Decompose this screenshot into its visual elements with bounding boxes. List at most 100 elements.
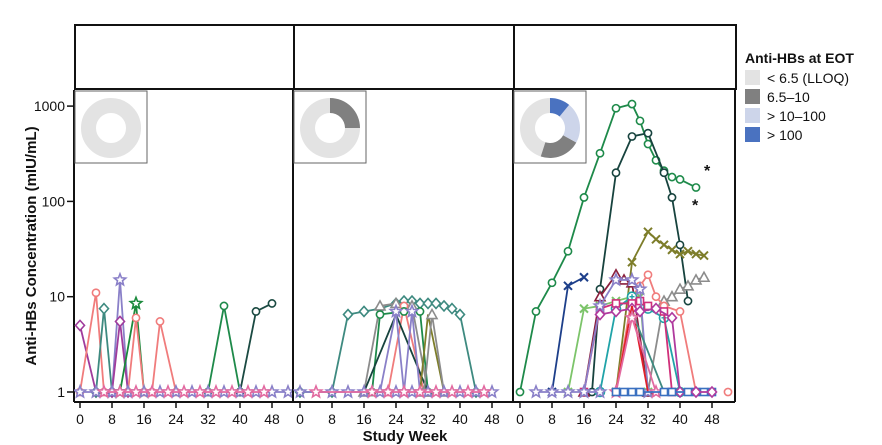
data-point-star bbox=[544, 383, 560, 399]
data-series bbox=[690, 385, 718, 399]
data-point-star bbox=[624, 309, 640, 325]
x-axis-label: Study Week bbox=[363, 428, 448, 445]
panel-2: 0 8 16 24 32 40 48 bbox=[293, 90, 514, 427]
series-line bbox=[300, 300, 477, 393]
data-point-x bbox=[627, 257, 637, 267]
x-tick-label: 40 bbox=[232, 411, 248, 427]
data-point-square bbox=[627, 387, 637, 397]
data-point-x bbox=[563, 281, 573, 291]
data-point-triangle bbox=[673, 282, 687, 294]
data-point-diamond bbox=[594, 308, 606, 321]
data-point-star bbox=[176, 383, 192, 399]
data-point-x bbox=[651, 234, 661, 245]
data-point-circle bbox=[611, 103, 621, 113]
series-line bbox=[583, 279, 649, 393]
data-point-star bbox=[192, 383, 208, 399]
data-point-triangle bbox=[665, 290, 679, 302]
data-point-square bbox=[619, 387, 629, 397]
data-point-diamond bbox=[438, 299, 450, 313]
data-point-circle bbox=[531, 307, 541, 316]
data-series bbox=[723, 387, 733, 397]
data-point-star bbox=[293, 383, 308, 399]
legend-swatch bbox=[745, 108, 760, 123]
data-point-circle bbox=[627, 99, 637, 109]
data-point-x bbox=[667, 245, 677, 255]
data-point-circle bbox=[723, 387, 733, 397]
panel-1: 0 8 16 24 32 40 48 bbox=[74, 90, 294, 427]
data-point-circle bbox=[683, 296, 693, 306]
panel-subtitle: 20 Weeks bbox=[370, 57, 438, 74]
data-point-circle bbox=[659, 168, 669, 178]
data-point-star bbox=[112, 271, 128, 287]
data-point-star bbox=[208, 383, 224, 399]
donut-segment bbox=[300, 98, 360, 158]
data-point-diamond bbox=[706, 385, 718, 399]
legend-item: < 6.5 (LLOQ) bbox=[745, 68, 854, 87]
data-point-star bbox=[224, 383, 240, 399]
data-point-diamond bbox=[690, 385, 702, 399]
data-point-x bbox=[579, 303, 589, 314]
data-point-star bbox=[388, 303, 404, 319]
data-point-star bbox=[528, 383, 544, 399]
data-point-star bbox=[128, 383, 144, 399]
data-point-square bbox=[611, 387, 621, 397]
data-series bbox=[147, 317, 181, 397]
x-tick-label: 24 bbox=[168, 411, 184, 427]
data-point-star bbox=[128, 295, 144, 311]
data-point-x bbox=[675, 249, 685, 259]
data-series bbox=[372, 303, 428, 399]
x-tick-label: 16 bbox=[356, 411, 372, 427]
panel-subtitle: 24 Weeks bbox=[151, 59, 218, 76]
legend-swatch bbox=[745, 89, 760, 104]
data-point-x bbox=[659, 240, 669, 250]
data-point-circle bbox=[155, 317, 165, 326]
data-series bbox=[96, 383, 272, 399]
x-tick-label: 8 bbox=[328, 411, 336, 427]
x-tick-label: 40 bbox=[452, 411, 468, 427]
legend-swatch bbox=[745, 70, 760, 85]
data-point-circle bbox=[667, 172, 677, 182]
data-point-star bbox=[96, 383, 112, 399]
series-line bbox=[207, 305, 241, 393]
data-point-circle bbox=[667, 193, 677, 202]
data-point-circle bbox=[675, 240, 685, 250]
data-point-star bbox=[404, 303, 420, 319]
legend-item: 6.5–10 bbox=[745, 87, 854, 106]
x-tick-label: 16 bbox=[576, 411, 592, 427]
x-tick-label: 8 bbox=[108, 411, 116, 427]
data-point-square bbox=[643, 301, 653, 311]
data-point-circle bbox=[635, 116, 645, 126]
series-line bbox=[239, 302, 273, 393]
data-series bbox=[235, 299, 277, 397]
donut-segment bbox=[540, 135, 577, 158]
data-series bbox=[294, 294, 482, 399]
panel-title-line2: + PEG-IFNα bbox=[580, 48, 670, 66]
x-tick-label: 48 bbox=[704, 411, 720, 427]
data-point-star bbox=[308, 383, 324, 399]
x-tick-label: 40 bbox=[672, 411, 688, 427]
data-point-diamond bbox=[422, 297, 434, 310]
data-point-star bbox=[256, 383, 272, 399]
data-point-diamond bbox=[666, 311, 678, 325]
y-tick-label: 100 bbox=[42, 193, 66, 209]
data-point-diamond bbox=[358, 305, 370, 318]
data-point-diamond bbox=[446, 302, 458, 315]
data-point-triangle bbox=[697, 270, 711, 283]
data-point-square bbox=[659, 387, 669, 397]
data-series bbox=[528, 383, 608, 399]
data-point-star bbox=[160, 383, 176, 399]
x-tick-label: 24 bbox=[388, 411, 404, 427]
y-axis-label: Anti-HBs Concentration (mIU/mL) bbox=[23, 126, 40, 365]
data-point-circle bbox=[375, 310, 385, 319]
x-tick-label: 0 bbox=[516, 411, 524, 427]
donut-segment bbox=[81, 98, 141, 158]
data-point-star bbox=[560, 383, 576, 399]
data-series bbox=[308, 383, 492, 399]
data-point-circle bbox=[515, 387, 525, 397]
data-point-star bbox=[444, 383, 460, 399]
footnote-marker: a bbox=[262, 41, 268, 51]
data-point-star bbox=[240, 383, 256, 399]
data-point-diamond bbox=[74, 319, 86, 332]
y-tick-label: 10 bbox=[49, 289, 65, 305]
annotation-asterisk: * bbox=[692, 198, 699, 215]
